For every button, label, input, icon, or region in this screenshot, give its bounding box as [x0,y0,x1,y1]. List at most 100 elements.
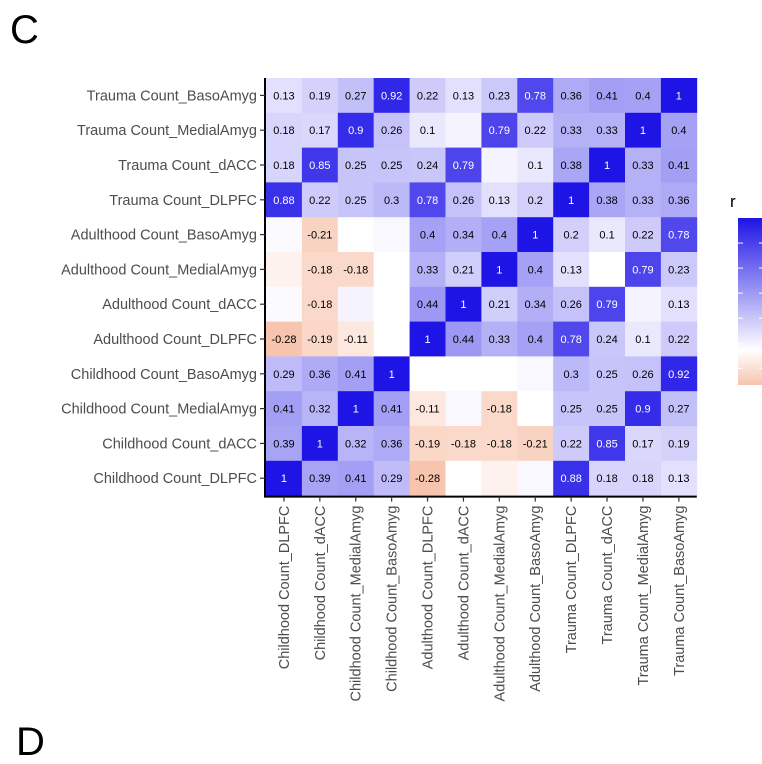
cell-value-label: 0.4 [528,264,543,276]
x-tick-label: Adulthood Count_DLPFC [421,506,437,670]
cell-value-label: 0.33 [489,334,510,346]
heatmap-cell [517,286,554,322]
heatmap-cell [373,78,410,114]
heatmap-cell [373,426,410,462]
legend-colorbar [738,218,762,385]
cell-value-label: 0.33 [560,125,581,137]
cell-value-label: 0.78 [668,230,689,242]
cell-value-label: -0.11 [415,404,439,416]
heatmap-cell [660,147,698,183]
heatmap-cell [373,217,410,253]
heatmap-cell [517,321,554,357]
cell-value-label: 0.34 [453,230,474,242]
heatmap-cell [337,147,375,183]
heatmap-cell [660,78,698,114]
cell-value-label: 0.27 [345,90,366,102]
heatmap-cell [660,426,698,462]
heatmap-cell [266,286,303,322]
cell-value-label: 0.22 [525,125,546,137]
cell-value-label: 0.78 [525,90,546,102]
cell-value-label: 0.32 [309,404,330,416]
cell-value-label: 0.33 [632,160,653,172]
heatmap-cell [625,391,662,427]
cell-value-label: 0.1 [528,160,543,172]
heatmap-cell [409,217,446,253]
heatmap-cell [481,356,518,392]
heatmap-cell [553,147,590,183]
cell-value-label: 0.38 [596,195,617,207]
cell-value-label: 1 [604,160,610,172]
cell-value-label: 0.34 [525,299,546,311]
heatmap-cell [266,217,303,253]
cell-value-label: 0.9 [635,404,650,416]
cell-value-label: -0.28 [271,334,296,346]
cell-value-label: 0.3 [384,195,399,207]
cell-value-label: 0.4 [635,90,650,102]
heatmap-cell [409,391,446,427]
cell-value-label: 0.79 [632,264,653,276]
heatmap-cell [409,252,446,288]
heatmap-cell [337,252,375,288]
cell-value-label: 0.25 [381,160,402,172]
heatmap-cell [337,321,375,357]
heatmap-cell [481,182,518,218]
cell-value-label: 0.29 [273,369,294,381]
heatmap-cell [445,321,482,357]
cell-value-label: -0.21 [523,438,548,450]
y-tick-label: Adulthood Count_MedialAmyg [61,262,257,278]
y-tick-label: Childhood Count_dACC [102,436,257,452]
heatmap-cell [553,391,590,427]
x-tick-label: Childhood Count_MedialAmyg [349,506,365,702]
cell-value-label: 0.88 [273,195,294,207]
x-tick-label: Adulthood Count_MedialAmyg [492,506,508,702]
cell-value-label: 1 [424,334,430,346]
cell-value-label: 0.41 [668,160,689,172]
cell-value-label: 0.92 [381,90,402,102]
cell-value-label: -0.18 [307,299,332,311]
heatmap-cell [589,460,626,496]
heatmap-cell [553,182,590,218]
cell-value-label: 0.26 [560,299,581,311]
heatmap-cell [517,252,554,288]
heatmap-cell [517,426,554,462]
cell-value-label: 0.21 [453,264,474,276]
heatmap-cell [625,182,662,218]
heatmap-cell [625,321,662,357]
heatmap-cell [445,182,482,218]
cell-value-label: 0.18 [273,160,294,172]
heatmap-cell [445,286,482,322]
y-tick-label: Adulthood Count_DLPFC [93,332,257,348]
heatmap-cell [301,252,339,288]
cell-value-label: 0.4 [492,230,507,242]
heatmap-cell [337,356,375,392]
heatmap-cell [481,217,518,253]
cell-value-label: 0.19 [668,438,689,450]
heatmap-cell [266,391,303,427]
cell-value-label: 0.85 [596,438,617,450]
cell-value-label: -0.19 [415,438,440,450]
heatmap-cell [589,147,626,183]
cell-value-label: 0.4 [420,230,435,242]
cell-value-label: 1 [676,90,682,102]
cell-value-label: 0.1 [420,125,435,137]
heatmap-cell [373,356,410,392]
heatmap-cell [481,286,518,322]
cell-value-label: -0.18 [487,404,512,416]
y-tick-label: Trauma Count_BasoAmyg [87,88,257,104]
cell-value-label: 0.41 [381,404,402,416]
x-tick-label: Childhood Count_DLPFC [277,506,293,670]
cell-value-label: 1 [353,404,359,416]
heatmap-cell [445,112,482,148]
y-tick-label: Childhood Count_BasoAmyg [71,367,257,383]
heatmap-cell [373,147,410,183]
heatmap-cell [373,112,410,148]
y-tick-label: Childhood Count_MedialAmyg [61,402,257,418]
heatmap-cell [589,112,626,148]
heatmap-cell [301,217,339,253]
heatmap-cell [481,147,518,183]
cell-value-label: 0.36 [381,438,402,450]
heatmap-cell [481,112,518,148]
cell-value-label: 0.17 [632,438,653,450]
heatmap-cell [301,112,339,148]
heatmap-cell [266,252,303,288]
